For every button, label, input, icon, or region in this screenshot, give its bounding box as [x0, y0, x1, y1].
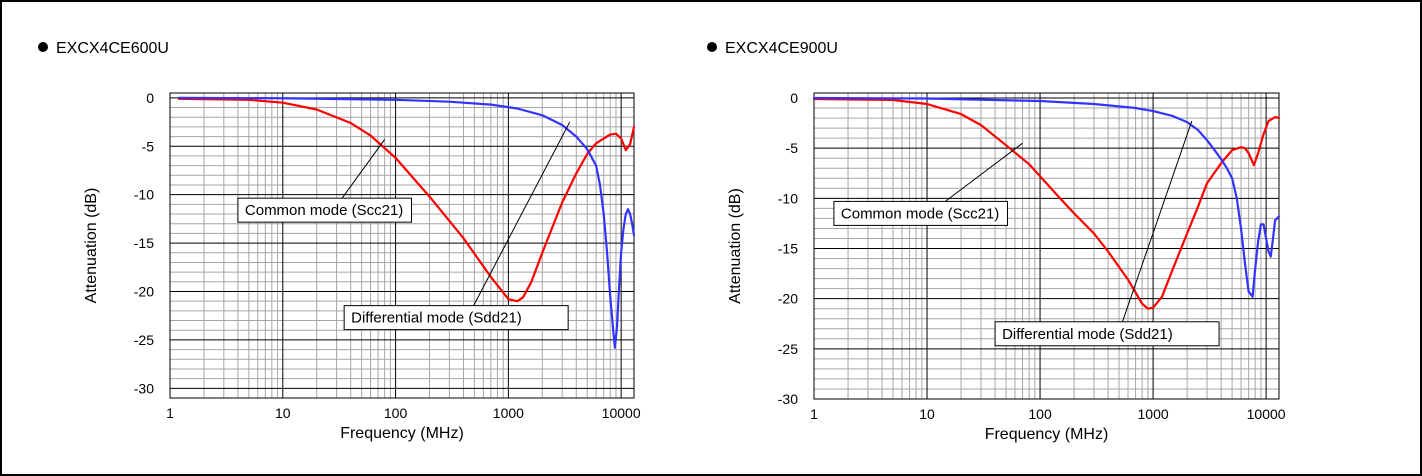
annotation-label: Common mode (Scc21) [841, 205, 999, 222]
series-line-red [177, 97, 636, 303]
x-axis-label: Frequency (MHz) [340, 425, 464, 442]
x-tick-label: 10000 [602, 405, 641, 421]
y-tick-label: -15 [134, 235, 154, 251]
x-tick-label: 10000 [1247, 406, 1286, 422]
chart-title-text: EXCX4CE600U [56, 40, 169, 57]
y-tick-label: -15 [778, 241, 798, 257]
plot-area [814, 93, 1279, 399]
y-tick-label: -20 [134, 283, 154, 299]
minor-gridlines [170, 93, 634, 399]
chart-2: Common mode (Scc21) Differential mode (Sd… [727, 90, 1286, 443]
series-line-blue [812, 96, 1281, 298]
annotation-box [994, 321, 1220, 347]
series-line-blue [177, 96, 636, 349]
y-tick-label: -10 [134, 187, 154, 203]
chart-title-2: EXCX4CE900U [707, 40, 838, 58]
x-tick-label: 10 [919, 406, 935, 422]
y-tick-label: 0 [790, 90, 798, 106]
y-tick-label: -30 [778, 391, 798, 407]
chart-title-1: EXCX4CE600U [38, 40, 169, 58]
x-tick-label: 100 [384, 405, 408, 421]
x-tick-label: 1 [810, 406, 818, 422]
minor-gridlines [814, 93, 1279, 399]
chart-title-text: EXCX4CE900U [725, 40, 838, 57]
annotation-label: Differential mode (Sdd21) [351, 310, 522, 327]
chart-1: Common mode (Scc21) Differential mode (Sd… [83, 90, 641, 442]
annotation-label: Differential mode (Sdd21) [1002, 326, 1173, 343]
annotation-leader-line [466, 121, 571, 318]
annotation-label: Common mode (Scc21) [245, 202, 403, 219]
x-tick-label: 1000 [493, 405, 524, 421]
plot-border [169, 92, 635, 399]
plot-area [170, 93, 634, 398]
series-line-red [812, 97, 1281, 310]
x-tick-label: 100 [1028, 406, 1052, 422]
plot-border [813, 92, 1280, 400]
x-tick-label: 1000 [1138, 406, 1169, 422]
y-axis-label: Attenuation (dB) [727, 188, 744, 304]
y-tick-label: -25 [778, 341, 798, 357]
annotation-box [237, 197, 413, 223]
y-axis-label: Attenuation (dB) [83, 188, 100, 304]
y-tick-label: -10 [778, 190, 798, 206]
y-tick-label: -5 [786, 140, 799, 156]
y-tick-label: 0 [146, 90, 154, 106]
annotation-box [833, 200, 1009, 226]
y-tick-label: -25 [134, 332, 154, 348]
annotation-leader-line [1117, 120, 1193, 334]
x-tick-label: 10 [275, 405, 291, 421]
bullet-icon [38, 42, 48, 52]
y-tick-label: -30 [134, 380, 154, 396]
annotation-box [343, 305, 569, 331]
bullet-icon [707, 42, 717, 52]
y-tick-label: -5 [142, 138, 155, 154]
y-tick-label: -20 [778, 291, 798, 307]
x-tick-label: 1 [166, 405, 174, 421]
x-axis-label: Frequency (MHz) [985, 426, 1109, 443]
